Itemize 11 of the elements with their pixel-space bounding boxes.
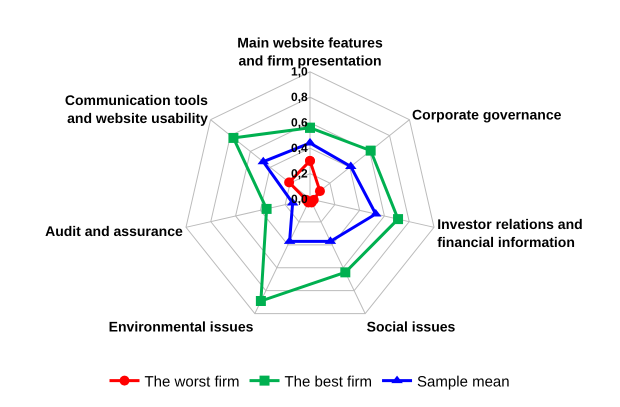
legend-label: The best firm [284, 373, 372, 390]
spoke-label: Environmental issues [108, 318, 254, 334]
spoke-label: Investor relations and financial information [437, 216, 583, 250]
spoke-label: Corporate governance [412, 106, 562, 123]
y-tick-label: 0,6 [291, 116, 308, 130]
spoke-label: Audit and assurance [45, 222, 183, 239]
spoke-label: Communication tools and website usability [64, 92, 208, 126]
spoke-label: Social issues [366, 318, 456, 334]
y-tick-label: 0,8 [291, 90, 308, 104]
legend-label: Sample mean [417, 373, 510, 390]
legend-label: The worst firm [144, 373, 240, 390]
